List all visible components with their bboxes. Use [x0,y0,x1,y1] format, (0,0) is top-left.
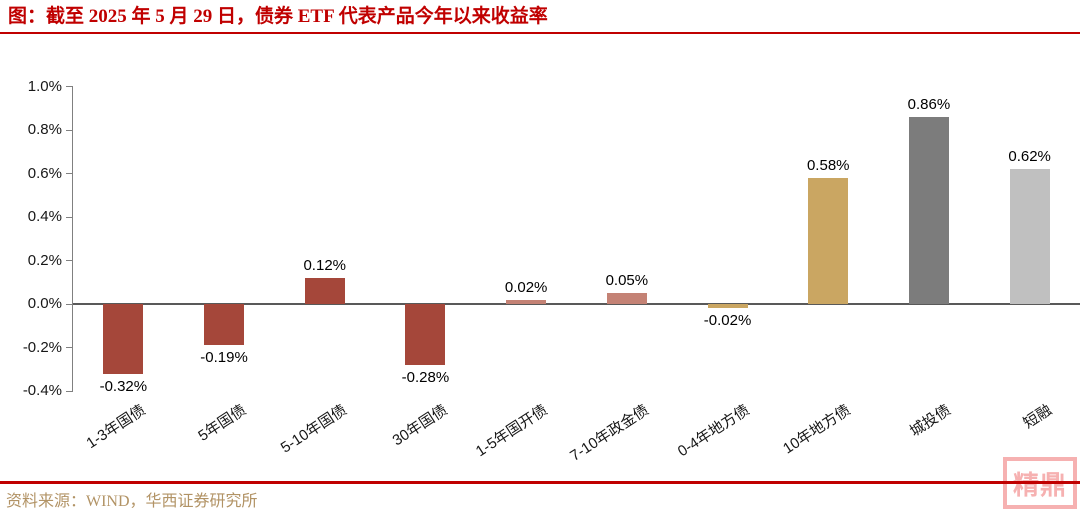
bar-value-label: 0.58% [806,156,850,174]
y-axis-tick [66,303,73,305]
y-axis-tick-label: 0.0% [27,295,62,312]
bar-value-label: -0.32% [99,377,148,395]
footer-divider [0,481,1080,484]
bar [1009,169,1050,304]
zero-baseline [73,303,1080,305]
y-axis-tick-label: 0.2% [27,251,62,269]
bar-value-label: 0.12% [303,256,347,274]
seal-watermark-logo: 精鼎 [1003,457,1077,509]
y-axis-tick [66,216,73,218]
y-axis-tick-label: 1.0% [27,77,62,95]
bar-value-label: -0.02% [703,312,752,330]
bar-value-label: 0.86% [907,95,951,113]
bar-value-label: 0.05% [605,272,649,290]
bar-value-label: -0.28% [401,368,450,386]
bar-value-label: 0.62% [1008,148,1051,166]
figure-title: 图：截至 2025 年 5 月 29 日，债券 ETF 代表产品今年以来收益率 [8,6,548,27]
x-axis-label: 1-5年国开债 [473,401,552,461]
bar [304,277,345,304]
y-axis-tick [66,390,73,392]
x-axis-label: 城投债 [906,401,954,441]
bar [506,299,547,304]
y-axis-tick-label: -0.2% [22,338,62,356]
y-axis-tick [66,260,73,261]
title-divider [0,32,1080,34]
x-axis-label: 30年国债 [389,401,451,450]
y-axis-tick-label: 0.8% [27,121,62,138]
bar [707,304,748,309]
source-note: 资料来源：WIND，华西证券研究所 [6,493,258,510]
y-axis-line [72,86,73,391]
x-axis-label: 短融 [1020,401,1055,433]
x-axis-label: 5-10年国债 [277,401,350,457]
bar [908,116,949,304]
bar [103,304,144,374]
y-axis-tick-label: 0.6% [27,164,62,182]
bar-value-label: -0.19% [200,349,248,367]
bar [405,304,446,365]
x-axis-label: 1-3年国债 [83,401,149,453]
x-axis-label: 0-4年地方债 [674,401,753,461]
y-axis-tick-label: 0.4% [27,208,62,225]
y-axis-tick-label: -0.4% [22,382,62,399]
x-axis-label: 5年国债 [194,401,249,445]
seal-watermark-glyphs: 精鼎 [1012,470,1067,501]
bar [808,177,849,304]
y-axis-tick [66,129,73,131]
bar-value-label: 0.02% [504,278,548,296]
y-axis-tick [66,347,73,348]
bar [606,293,647,304]
y-axis-tick [66,86,73,87]
x-axis-label: 7-10年政金债 [566,401,652,465]
y-axis-tick [66,173,73,174]
bar [204,304,245,346]
x-axis-label: 10年地方债 [779,401,854,458]
